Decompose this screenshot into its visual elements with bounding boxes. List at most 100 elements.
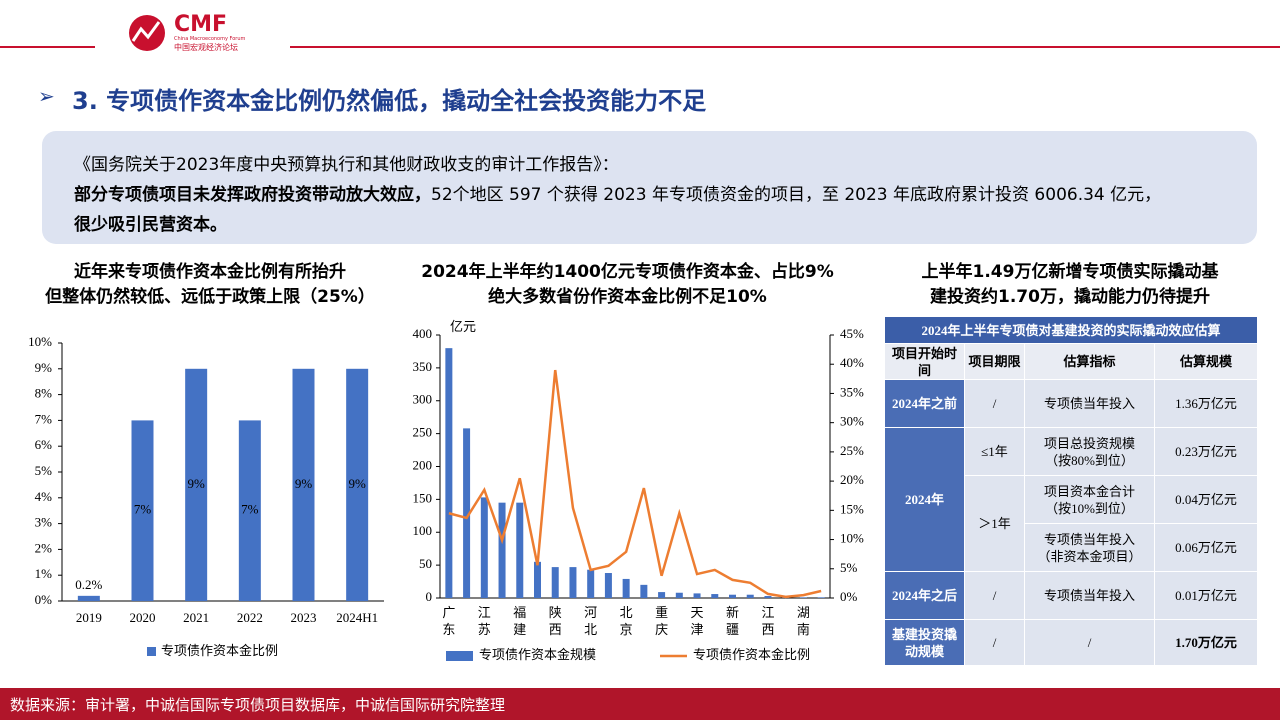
data-label: 7% [241, 502, 259, 517]
line [448, 369, 822, 599]
cell: 0.23万亿元 [1153, 427, 1259, 476]
header-rule [0, 46, 95, 48]
y-tick-label: 9% [35, 360, 53, 375]
data-label: 0.2% [75, 577, 102, 592]
cell: 1.36万亿元 [1153, 379, 1259, 428]
x-tick-label: 重庆 [655, 605, 668, 637]
y-tick-label: 0 [426, 589, 433, 604]
y-tick-label: 20% [840, 472, 864, 487]
data-label: 9% [348, 476, 366, 491]
y-tick-label: 15% [840, 501, 864, 516]
y-tick-label: 3% [35, 515, 53, 530]
cell: 0.06万亿元 [1153, 523, 1259, 572]
bar [516, 502, 524, 598]
cell: 1.70万亿元 [1153, 619, 1259, 666]
legend-swatch [446, 651, 473, 661]
cell: 2024年之前 [884, 379, 965, 428]
y-tick-label: 400 [413, 326, 433, 341]
th: 估算规模 [1153, 343, 1259, 380]
bar [77, 595, 100, 601]
quote-line: 《国务院关于2023年度中央预算执行和其他财政收支的审计工作报告》： [74, 155, 619, 175]
y-tick-label: 6% [35, 437, 53, 452]
quote-text: 52个地区 597 个获得 2023 年专项债资金的项目，至 2023 年底政府… [431, 185, 1162, 205]
x-tick-label: 江西 [761, 605, 774, 637]
th: 估算指标 [1024, 343, 1155, 380]
bar [746, 594, 754, 598]
y-tick-label: 10% [28, 334, 52, 349]
th: 项目开始时 间 [884, 343, 965, 380]
th: 项目期限 [964, 343, 1025, 380]
logo-sub-cn: 中国宏观经济论坛 [174, 43, 238, 52]
quote-box [42, 131, 1257, 244]
logo-icon [129, 15, 165, 51]
table: 2024年上半年专项债对基建投资的实际撬动效应估算 项目开始时 间项目期限 估算指… [883, 316, 1259, 666]
bar [675, 592, 683, 598]
cell: 基建投资撬 动规模 [884, 619, 965, 666]
y-tick-label: 250 [413, 425, 433, 440]
bar [658, 592, 666, 598]
bar [551, 567, 559, 598]
y-axis-unit: 亿元 [450, 319, 476, 334]
legend-label: 专项债作资本金比例 [161, 643, 278, 658]
cell: 项目资本金合计 （按10%到位） [1024, 475, 1155, 524]
cell: 0.04万亿元 [1153, 475, 1259, 524]
legend-swatch [147, 647, 156, 656]
y-tick-label: 35% [840, 384, 864, 399]
x-tick-label: 天津 [691, 605, 704, 637]
x-tick-label: 2021 [183, 610, 209, 625]
x-tick-label: 2023 [291, 610, 317, 625]
bar [622, 578, 630, 598]
bar [463, 428, 471, 598]
chart-title: 2024年上半年约1400亿元专项债作资本金、占比9% 绝大多数省份作资本金比例… [421, 262, 834, 307]
cell: 2024年 [884, 427, 965, 572]
bar [569, 567, 577, 598]
bar [693, 593, 701, 598]
y-tick-label: 150 [413, 490, 433, 505]
legend-label: 专项债作资本金规模 [479, 647, 596, 662]
bar [346, 368, 369, 601]
quote-line: 很少吸引民营资本。 [74, 210, 1254, 240]
footer: 数据来源：审计署，中诚信国际专项债项目数据库，中诚信国际研究院整理 [10, 696, 506, 714]
footer-bar [0, 688, 1280, 720]
cell: / [964, 379, 1025, 428]
x-tick-label: 河北 [584, 605, 597, 637]
y-tick-label: 30% [840, 414, 864, 429]
cell: ＞1年 [964, 475, 1025, 572]
quote: 《国务院关于2023年度中央预算执行和其他财政收支的审计工作报告》： 部分专项债… [74, 150, 1254, 240]
bar [238, 420, 261, 601]
x-tick-label: 北京 [620, 605, 633, 637]
table-title: 2024年上半年专项债对基建投资的实际撬动效应估算 [883, 316, 1259, 344]
bar [480, 497, 488, 598]
y-tick-label: 50 [419, 556, 432, 571]
cell: 0.01万亿元 [1153, 571, 1259, 620]
bar [604, 573, 612, 598]
x-tick-label: 2019 [76, 610, 102, 625]
bar [185, 368, 208, 601]
x-tick-label: 2020 [130, 610, 156, 625]
x-tick-label: 江苏 [478, 605, 491, 637]
y-tick-label: 5% [840, 560, 858, 575]
x-tick-label: 2024H1 [336, 610, 378, 625]
cell: 专项债当年投入 [1024, 571, 1155, 620]
x-tick-label: 福建 [513, 605, 526, 637]
data-label: 9% [295, 476, 313, 491]
bar [640, 584, 648, 598]
bullet: ➢ [38, 84, 55, 108]
bar [764, 596, 772, 598]
y-tick-label: 45% [840, 326, 864, 341]
cell: / [1024, 619, 1155, 666]
y-tick-label: 300 [413, 392, 433, 407]
y-tick-label: 10% [840, 531, 864, 546]
bar [711, 594, 719, 598]
bar [729, 594, 736, 598]
logo-sub-en: China Macroeconomy Forum [174, 36, 246, 42]
header-rule [290, 46, 1280, 48]
y-tick-label: 2% [35, 540, 53, 555]
logo-text: CMF [174, 12, 228, 37]
quote-bold: 很少吸引民营资本。 [74, 215, 227, 235]
y-tick-label: 4% [35, 489, 53, 504]
y-tick-label: 8% [35, 386, 53, 401]
x-tick-label: 陕西 [549, 605, 562, 637]
